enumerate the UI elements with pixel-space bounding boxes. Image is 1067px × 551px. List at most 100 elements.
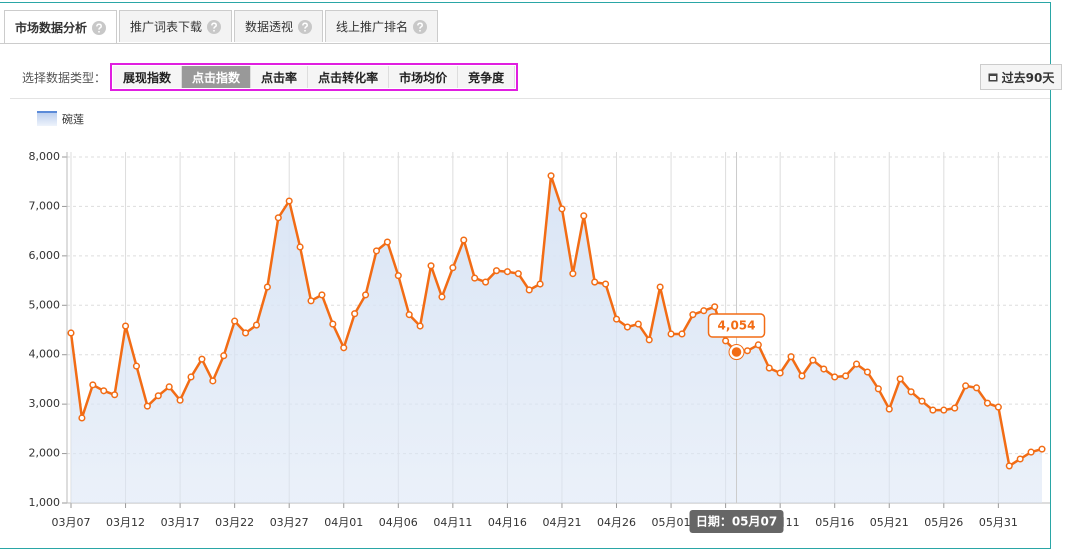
point <box>798 372 806 380</box>
point <box>536 280 544 288</box>
x-tick-label: 03月22 <box>215 516 254 529</box>
filter-options: 展现指数 点击指数 点击率 点击转化率 市场均价 竞争度 <box>110 63 519 91</box>
point <box>122 322 130 330</box>
point <box>929 406 937 414</box>
point <box>634 320 642 328</box>
point <box>1005 462 1013 470</box>
y-tick-label: 7,000 <box>29 199 61 212</box>
point <box>231 317 239 325</box>
point <box>972 384 981 392</box>
point <box>765 364 773 372</box>
point <box>285 197 293 205</box>
point <box>558 205 566 213</box>
point <box>983 399 991 407</box>
tab-label: 线上推广排名 <box>336 20 409 34</box>
point <box>700 307 708 315</box>
date-tooltip <box>689 510 784 533</box>
point <box>852 360 861 368</box>
tab[interactable]: 数据透视 <box>234 10 324 42</box>
point <box>940 406 948 414</box>
filter-option[interactable]: 点击率 <box>251 66 309 88</box>
tab[interactable]: 推广词表下载 <box>119 10 233 42</box>
point <box>482 278 490 286</box>
point <box>994 403 1002 411</box>
x-tick-label: 05月31 <box>979 516 1018 529</box>
point <box>503 268 511 276</box>
value-tooltip <box>707 313 766 338</box>
filter-option[interactable]: 市场均价 <box>389 66 459 88</box>
calendar-icon <box>988 73 998 82</box>
point <box>678 330 686 338</box>
point <box>896 375 904 383</box>
help-glyph <box>207 19 222 34</box>
help-glyph <box>413 19 428 34</box>
point <box>591 278 599 286</box>
point <box>580 212 588 220</box>
point <box>471 274 479 282</box>
point <box>329 320 337 328</box>
point <box>874 385 882 393</box>
x-tick-label: 04月26 <box>597 516 636 529</box>
point <box>340 344 348 352</box>
frame <box>0 2 1051 549</box>
filter-option[interactable]: 竞争度 <box>458 66 516 88</box>
help-icon[interactable] <box>207 19 222 34</box>
point <box>143 402 151 410</box>
point <box>449 264 457 272</box>
point <box>78 414 86 422</box>
x-tick-label: 04月16 <box>488 516 527 529</box>
point <box>722 337 730 345</box>
point <box>776 369 784 377</box>
y-tick-label: 5,000 <box>29 298 61 311</box>
x-tick-label: 04月01 <box>324 516 363 529</box>
point <box>460 236 468 244</box>
filter-option[interactable]: 展现指数 <box>113 66 183 88</box>
help-glyph <box>92 20 107 35</box>
legend-label: 碗莲 <box>62 112 84 126</box>
point <box>220 352 228 360</box>
point <box>514 270 522 278</box>
help-icon[interactable] <box>298 19 313 34</box>
y-tick-label: 6,000 <box>29 249 61 262</box>
point <box>187 373 195 381</box>
point <box>416 322 424 330</box>
point <box>263 283 271 291</box>
point <box>743 347 751 355</box>
point <box>623 323 631 331</box>
range-button[interactable]: 过去90天 <box>980 64 1062 90</box>
point <box>252 321 261 329</box>
x-tick-label: 04月11 <box>433 516 472 529</box>
help-icon[interactable] <box>413 19 428 34</box>
point <box>67 329 75 337</box>
point <box>863 368 871 376</box>
point <box>394 272 402 280</box>
help-icon[interactable] <box>92 20 107 35</box>
point <box>242 329 250 337</box>
point <box>438 293 446 301</box>
x-tick-label: 05月01 <box>652 516 691 529</box>
x-tick-label: 03月12 <box>106 516 145 529</box>
x-tick-label: 03月27 <box>270 516 309 529</box>
x-tick-label: 05月21 <box>870 516 909 529</box>
x-tick-label: 04月21 <box>542 516 581 529</box>
filter-option[interactable]: 点击指数 <box>182 66 252 88</box>
point <box>1038 445 1046 453</box>
x-tick-label: 05月16 <box>815 516 854 529</box>
filter-option[interactable]: 点击转化率 <box>308 66 390 88</box>
tab[interactable]: 线上推广排名 <box>325 10 439 42</box>
tab-line <box>0 43 1050 44</box>
point <box>951 404 959 412</box>
highlight-ring <box>728 344 745 361</box>
point <box>602 280 610 288</box>
tab[interactable]: 市场数据分析 <box>4 10 118 44</box>
point <box>372 247 381 255</box>
point <box>711 303 719 311</box>
point <box>885 405 893 413</box>
filter-label: 选择数据类型： <box>22 70 107 85</box>
point <box>918 397 926 405</box>
range-label: 过去90天 <box>1001 70 1055 85</box>
x-tick-label: 03月07 <box>52 516 91 529</box>
date-label: 日期：05月07 <box>696 514 777 529</box>
point <box>307 297 315 305</box>
